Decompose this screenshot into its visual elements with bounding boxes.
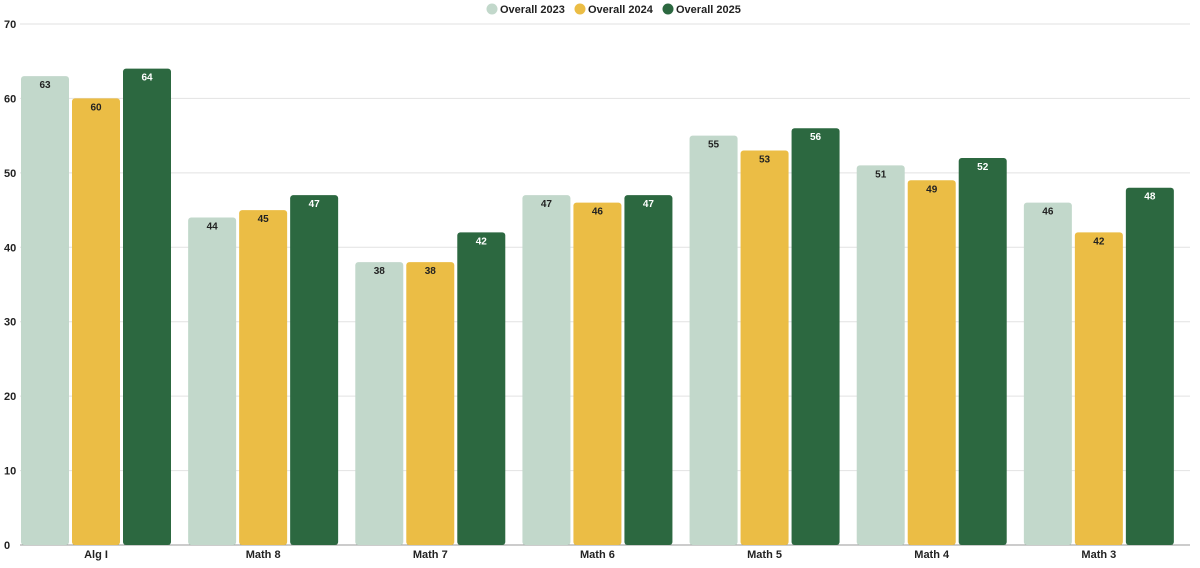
x-tick-label: Math 7	[413, 549, 448, 561]
bar[interactable]	[1023, 202, 1072, 545]
data-label: 38	[374, 266, 386, 277]
y-tick-label: 70	[4, 19, 16, 31]
y-tick-label: 40	[4, 242, 16, 254]
x-tick-label: Math 3	[1081, 549, 1116, 561]
x-axis: Alg I Math 8 Math 7 Math 6 Math 5 Math 4 Math …	[84, 549, 1116, 561]
legend-item[interactable]: Overall 2023	[486, 3, 565, 17]
data-label: 53	[759, 155, 771, 166]
x-tick-label: Math 5	[747, 549, 782, 561]
data-label: 60	[90, 102, 102, 113]
data-label: 48	[1144, 192, 1156, 203]
y-tick-label: 0	[4, 540, 10, 552]
x-tick-label: Math 8	[246, 549, 281, 561]
bar[interactable]	[856, 165, 905, 545]
x-tick-label: Math 4	[914, 549, 950, 561]
data-label: 46	[1042, 207, 1054, 218]
bar[interactable]	[522, 195, 571, 545]
legend-swatch	[486, 3, 498, 15]
data-label: 44	[207, 222, 219, 233]
data-label: 64	[141, 73, 153, 84]
data-label: 49	[926, 184, 938, 195]
y-tick-label: 20	[4, 391, 16, 403]
bar[interactable]	[355, 262, 404, 545]
x-tick-label: Math 6	[580, 549, 615, 561]
bar[interactable]	[740, 150, 789, 545]
data-label: 47	[541, 199, 553, 210]
data-label: 55	[708, 140, 720, 151]
bar[interactable]	[958, 157, 1007, 545]
legend-label: Overall 2023	[500, 4, 565, 16]
bar[interactable]	[188, 217, 237, 545]
legend[interactable]: Overall 2023 Overall 2024 Overall 2025	[486, 3, 741, 17]
bars: 63 60 64 44 45 47 38 38 42 47 46 47 55 53 56 51 49 52 46 42…	[21, 68, 1174, 546]
legend-swatch	[662, 3, 674, 15]
bar[interactable]	[457, 232, 506, 545]
bar[interactable]	[1074, 232, 1123, 545]
y-tick-label: 50	[4, 168, 16, 180]
y-tick-label: 60	[4, 93, 16, 105]
data-label: 47	[309, 199, 321, 210]
x-tick-label: Alg I	[84, 549, 108, 561]
y-tick-label: 30	[4, 317, 16, 329]
data-label: 45	[258, 214, 270, 225]
bar[interactable]	[1125, 187, 1174, 545]
data-label: 42	[476, 236, 488, 247]
legend-item[interactable]: Overall 2024	[574, 3, 654, 17]
bar[interactable]	[239, 210, 288, 546]
legend-label: Overall 2025	[676, 4, 741, 16]
data-label: 38	[425, 266, 437, 277]
bar[interactable]	[624, 195, 673, 545]
data-label: 63	[39, 80, 51, 91]
y-axis: 0 10 20 30 40 50 60 70	[4, 19, 16, 552]
bar[interactable]	[72, 98, 120, 545]
data-label: 52	[977, 162, 989, 173]
legend-item[interactable]: Overall 2025	[662, 3, 741, 17]
data-label: 46	[592, 207, 604, 218]
bar[interactable]	[907, 180, 956, 546]
bar[interactable]	[689, 135, 738, 545]
legend-label: Overall 2024	[588, 4, 654, 16]
bar[interactable]	[123, 68, 171, 546]
bar[interactable]	[21, 76, 69, 545]
bar[interactable]	[290, 195, 339, 545]
y-tick-label: 10	[4, 466, 16, 478]
data-label: 56	[810, 132, 822, 143]
data-label: 42	[1093, 236, 1105, 247]
data-label: 51	[875, 169, 887, 180]
legend-swatch	[574, 3, 586, 15]
data-label: 47	[643, 199, 655, 210]
bar[interactable]	[573, 202, 622, 545]
bar[interactable]	[406, 262, 455, 545]
bar[interactable]	[791, 128, 840, 545]
